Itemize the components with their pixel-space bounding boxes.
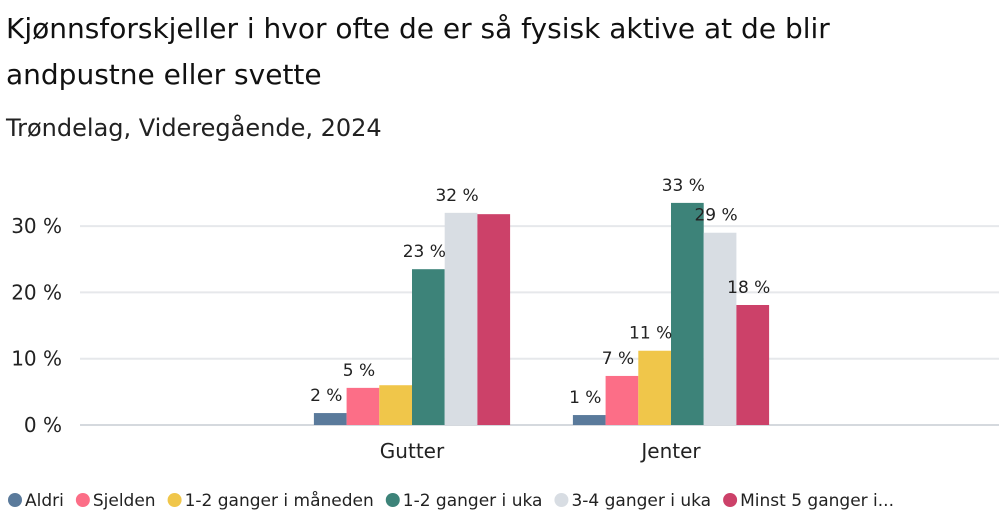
bar (444, 212, 478, 425)
y-tick-label: 20 % (11, 280, 62, 304)
legend-item[interactable]: Minst 5 ganger i... (723, 491, 894, 511)
legend-label: 1-2 ganger i uka (403, 491, 543, 511)
data-label: 23 % (403, 242, 446, 262)
bar (605, 375, 639, 425)
data-label: 32 % (435, 186, 478, 206)
chart-title-line-1: Kjønnsforskjeller i hvor ofte de er så f… (6, 12, 830, 45)
chart-title-line-2: andpustne eller svette (6, 58, 322, 91)
legend-marker (723, 493, 738, 507)
bar (703, 232, 737, 425)
bar (346, 387, 380, 425)
legend-item[interactable]: Sjelden (75, 491, 156, 511)
data-label: 33 % (662, 176, 705, 196)
bar (736, 304, 770, 425)
y-tick-label: 10 % (11, 347, 62, 371)
legend-item[interactable]: 1-2 ganger i uka (385, 491, 543, 511)
legend-label: Minst 5 ganger i... (740, 491, 894, 511)
data-label: 2 % (310, 386, 342, 406)
legend-item[interactable]: Aldri (8, 491, 64, 511)
legend-marker (167, 493, 182, 507)
legend-label: Aldri (25, 491, 64, 511)
y-tick-label: 30 % (11, 214, 62, 238)
legend-label: 3-4 ganger i uka (571, 491, 711, 511)
legend-marker (75, 493, 90, 507)
bar (638, 350, 671, 425)
data-label: 1 % (569, 388, 601, 408)
data-label: 7 % (602, 349, 634, 369)
x-tick-label: Jenter (639, 439, 701, 463)
bar (477, 214, 511, 425)
bar (412, 269, 445, 425)
bar (313, 413, 347, 425)
data-label: 29 % (694, 206, 737, 226)
x-tick-label: Gutter (380, 439, 445, 463)
legend-marker (385, 493, 400, 507)
legend-label: Sjelden (93, 491, 156, 511)
data-label: 18 % (727, 278, 770, 298)
chart-subtitle: Trøndelag, Videregående, 2024 (5, 113, 382, 142)
legend-item[interactable]: 1-2 ganger i måneden (167, 490, 374, 511)
legend-marker (8, 493, 22, 507)
y-tick-label: 0 % (24, 413, 62, 437)
data-label: 5 % (343, 361, 375, 381)
legend-item[interactable]: 3-4 ganger i uka (554, 491, 711, 511)
bar (671, 202, 704, 425)
bar (379, 385, 412, 425)
data-label: 11 % (629, 324, 672, 344)
legend-label: 1-2 ganger i måneden (185, 490, 374, 511)
bar (572, 415, 606, 425)
legend-marker (554, 493, 569, 507)
